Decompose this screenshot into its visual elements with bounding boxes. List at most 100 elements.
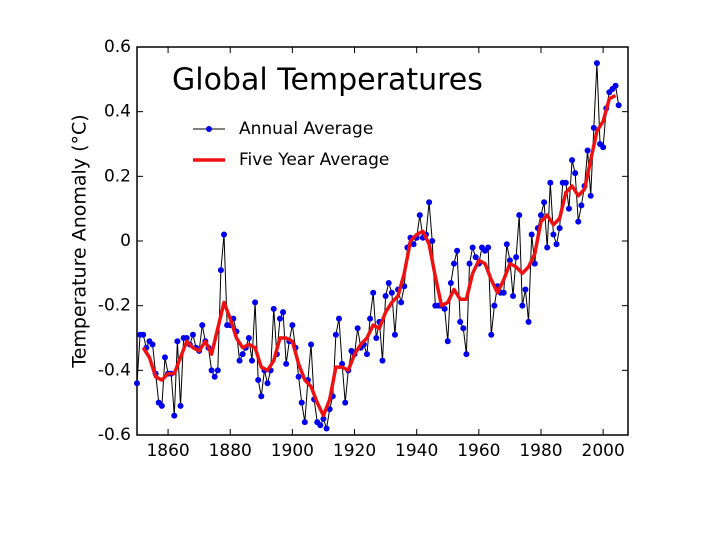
x-tick-label: 2000 (582, 441, 625, 461)
annual-point (485, 244, 492, 251)
annual-point (488, 331, 495, 338)
annual-point (593, 60, 600, 67)
annual-point (189, 331, 196, 338)
annual-point (544, 244, 551, 251)
annual-point (506, 257, 513, 264)
annual-point (510, 292, 517, 299)
annual-point (590, 124, 597, 131)
annual-point (177, 402, 184, 409)
annual-point (578, 202, 585, 209)
annual-point (149, 341, 156, 348)
annual-point (469, 244, 476, 251)
annual-point (391, 331, 398, 338)
x-tick-label: 1920 (333, 441, 376, 461)
annual-point (245, 335, 252, 341)
x-tick-label: 1900 (271, 441, 314, 461)
annual-point (398, 299, 405, 306)
annual-point (519, 302, 526, 309)
annual-point (460, 325, 467, 332)
y-tick-label: -0.2 (98, 296, 131, 316)
annual-point (541, 199, 548, 206)
x-tick-label: 1880 (209, 441, 252, 461)
annual-point (373, 335, 380, 341)
legend-swatch (206, 126, 212, 132)
annual-point (385, 280, 392, 287)
y-axis-label: Temperature Anomaly (°C) (69, 114, 91, 368)
annual-point (134, 380, 140, 387)
y-tick-label: 0.6 (104, 37, 131, 57)
annual-point (370, 289, 377, 296)
annual-point (320, 415, 327, 422)
annual-point (252, 299, 259, 306)
y-tick-label: 0.2 (104, 166, 131, 186)
annual-point (491, 302, 498, 309)
annual-point (612, 82, 619, 89)
annual-point (295, 373, 302, 380)
annual-point (317, 422, 324, 429)
annual-point (363, 351, 370, 358)
annual-point (239, 351, 246, 358)
annual-point (283, 360, 290, 367)
annual-point (562, 179, 569, 186)
annual-point (525, 318, 532, 325)
x-tick-label: 1960 (457, 441, 500, 461)
legend-label: Annual Average (239, 119, 373, 139)
annual-point (454, 247, 461, 254)
annual-point (289, 322, 296, 329)
annual-point (441, 305, 448, 312)
annual-point (410, 241, 417, 248)
annual-point (335, 315, 342, 322)
annual-point (388, 289, 395, 296)
annual-point (429, 238, 436, 244)
annual-point (342, 399, 349, 406)
y-tick-label: 0.4 (104, 102, 131, 122)
annual-point (171, 412, 178, 419)
annual-point (208, 367, 215, 374)
annual-point (367, 315, 374, 322)
annual-point (565, 205, 572, 212)
annual-point (450, 260, 457, 267)
y-tick-label: -0.4 (98, 360, 131, 380)
annual-point (264, 380, 271, 387)
annual-point (301, 419, 308, 426)
annual-point (308, 341, 315, 348)
annual-point (276, 315, 283, 322)
annual-point (615, 102, 622, 109)
annual-point (255, 377, 262, 384)
annual-point (547, 179, 554, 186)
annual-point (248, 357, 255, 364)
annual-point (214, 367, 221, 374)
annual-point (472, 254, 479, 261)
annual-point (332, 331, 339, 338)
annual-point (280, 309, 287, 316)
x-tick-label: 1860 (146, 441, 189, 461)
x-tick-label: 1980 (519, 441, 562, 461)
annual-point (258, 393, 265, 400)
y-tick-label: -0.6 (98, 425, 131, 445)
annual-point (211, 373, 218, 380)
plot-frame (136, 46, 629, 436)
annual-point (161, 354, 168, 361)
y-tick-label: 0 (120, 231, 131, 251)
chart-title: Global Temperatures (172, 63, 483, 98)
annual-point (503, 241, 510, 248)
annual-point (183, 335, 190, 341)
annual-point (236, 357, 243, 364)
annual-point (572, 170, 579, 177)
annual-point (463, 351, 470, 358)
annual-point (354, 325, 361, 332)
annual-point (537, 212, 544, 219)
annual-point (556, 225, 563, 232)
annual-point (528, 231, 535, 238)
annual-point (553, 241, 560, 248)
x-tick-label: 1940 (395, 441, 438, 461)
annual-point (221, 231, 228, 238)
annual-point (140, 331, 147, 338)
annual-point (587, 192, 594, 199)
annual-point (447, 280, 454, 287)
annual-point (500, 289, 507, 296)
annual-point (217, 267, 224, 274)
annual-point (600, 144, 607, 151)
